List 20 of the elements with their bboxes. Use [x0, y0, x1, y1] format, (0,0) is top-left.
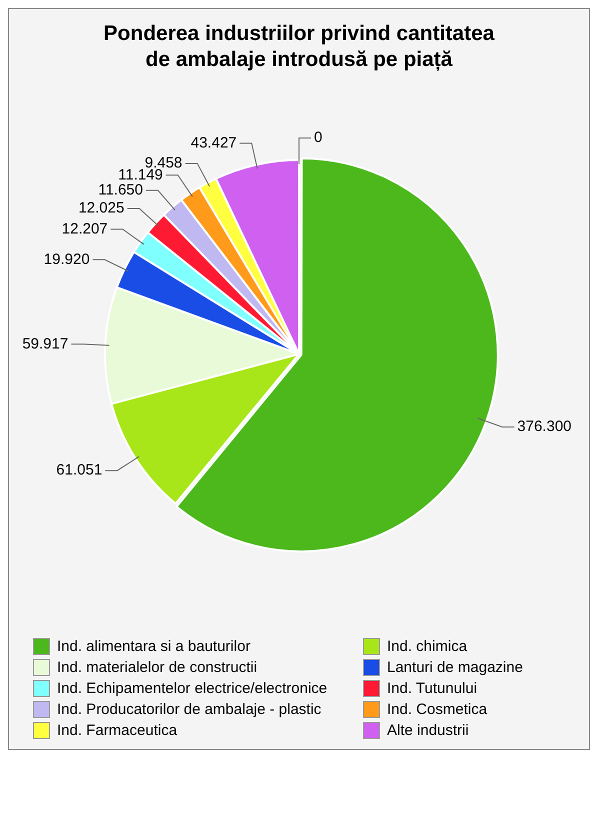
data-label: 59.917	[22, 334, 68, 352]
legend-label: Ind. Farmaceutica	[57, 722, 178, 738]
data-label: 376.300	[517, 418, 572, 435]
data-label: 12.025	[78, 199, 124, 216]
legend-label: Ind. chimica	[387, 638, 468, 654]
legend-label: Ind. alimentara si a bauturilor	[57, 638, 250, 654]
legend-label: Ind. materialelor de constructii	[57, 658, 258, 676]
legend-label: Ind. Echipamentelor electrice/electronice	[57, 680, 328, 696]
legend-label: Ind. Tutunului	[387, 680, 478, 696]
data-label: 61.051	[56, 461, 102, 478]
legend-label: Ind. Cosmetica	[387, 700, 488, 718]
data-label: 19.920	[44, 250, 90, 268]
legend-label: Alte industrii	[387, 722, 469, 738]
data-label: 11.650	[98, 181, 143, 198]
text: 0	[314, 128, 322, 146]
legend-label: Ind. Producatorilor de ambalaje - plastic	[57, 700, 322, 718]
chart-title: Ponderea industriilor privind cantitatea de ambalaje introdusă pe piață	[102, 21, 496, 74]
data-label: 43.427	[190, 134, 237, 151]
data-label: 12.207	[62, 220, 108, 237]
legend-label: Lanturi de magazine	[387, 658, 523, 676]
